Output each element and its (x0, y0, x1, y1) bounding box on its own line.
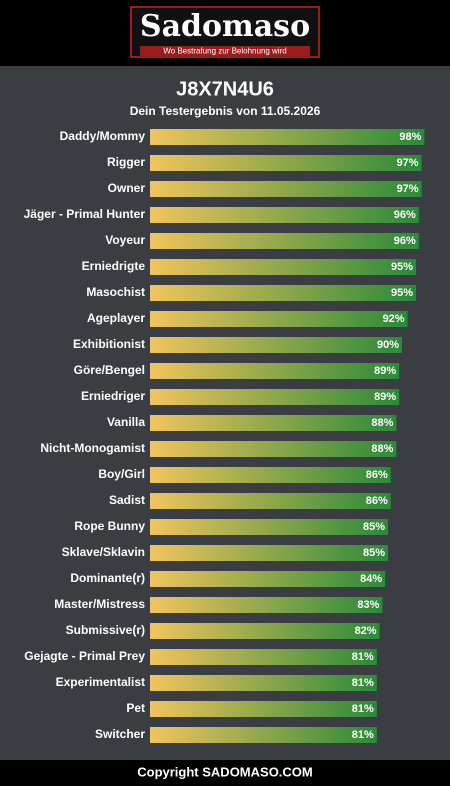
value-label: 97% (397, 183, 419, 195)
value-label: 88% (371, 417, 393, 429)
value-label: 84% (360, 573, 382, 585)
value-label: 88% (371, 443, 393, 455)
category-label: Dominante(r) (70, 571, 145, 585)
category-label: Exhibitionist (73, 337, 145, 351)
footer-bar (0, 760, 450, 786)
category-label: Experimentalist (56, 675, 145, 689)
bar (150, 597, 383, 613)
bar (150, 415, 397, 431)
bar (150, 389, 400, 405)
category-label: Vanilla (107, 415, 145, 429)
bar (150, 233, 419, 249)
value-label: 83% (357, 599, 379, 611)
category-label: Master/Mistress (54, 597, 145, 611)
value-label: 90% (377, 339, 399, 351)
bar (150, 571, 386, 587)
category-label: Rope Bunny (74, 519, 145, 533)
category-label: Nicht-Monogamist (40, 441, 145, 455)
bar (150, 467, 391, 483)
value-label: 98% (399, 131, 421, 143)
category-label: Sadist (109, 493, 145, 507)
category-label: Jäger - Primal Hunter (24, 207, 146, 221)
category-label: Rigger (107, 155, 145, 169)
bar (150, 675, 377, 691)
value-label: 82% (355, 625, 377, 637)
category-label: Owner (108, 181, 146, 195)
bar (150, 727, 377, 743)
footer: Copyright SADOMASO.COM (137, 764, 313, 779)
logo: Sadomaso (140, 9, 310, 44)
value-label: 81% (352, 729, 374, 741)
bar (150, 701, 377, 717)
category-label: Masochist (86, 285, 145, 299)
chart-subtitle: Dein Testergebnis von 11.05.2026 (130, 104, 321, 118)
value-label: 85% (363, 547, 385, 559)
category-label: Gejagte - Primal Prey (24, 649, 145, 663)
category-label: Erniedrigte (82, 259, 146, 273)
category-label: Göre/Bengel (74, 363, 145, 377)
bar (150, 181, 422, 197)
value-label: 86% (366, 469, 388, 481)
value-label: 81% (352, 677, 374, 689)
value-label: 89% (374, 391, 396, 403)
value-label: 89% (374, 365, 396, 377)
bar (150, 363, 400, 379)
bar (150, 311, 408, 327)
value-label: 86% (366, 495, 388, 507)
category-label: Voyeur (105, 233, 145, 247)
chart-title: J8X7N4U6 (176, 78, 274, 100)
value-label: 95% (391, 261, 413, 273)
value-label: 85% (363, 521, 385, 533)
bar (150, 285, 416, 301)
tagline-band (140, 46, 310, 56)
bar (150, 337, 402, 353)
tagline: Wo Bestrafung zur Belohnung wird (163, 47, 286, 56)
bar (150, 155, 422, 171)
category-label: Daddy/Mommy (60, 129, 146, 143)
value-label: 92% (383, 313, 405, 325)
bar (150, 545, 388, 561)
value-label: 96% (394, 235, 416, 247)
category-label: Sklave/Sklavin (62, 545, 145, 559)
bar (150, 441, 397, 457)
bar (150, 259, 416, 275)
category-label: Switcher (95, 727, 145, 741)
category-label: Boy/Girl (98, 467, 145, 481)
value-label: 96% (394, 209, 416, 221)
value-label: 95% (391, 287, 413, 299)
bar (150, 129, 425, 145)
bar (150, 207, 419, 223)
category-label: Ageplayer (87, 311, 145, 325)
bar (150, 519, 388, 535)
value-label: 81% (352, 651, 374, 663)
category-label: Submissive(r) (66, 623, 145, 637)
bar (150, 623, 380, 639)
bar (150, 493, 391, 509)
category-label: Pet (126, 701, 145, 715)
value-label: 81% (352, 703, 374, 715)
value-label: 97% (397, 157, 419, 169)
bar (150, 649, 377, 665)
category-label: Erniedriger (81, 389, 145, 403)
